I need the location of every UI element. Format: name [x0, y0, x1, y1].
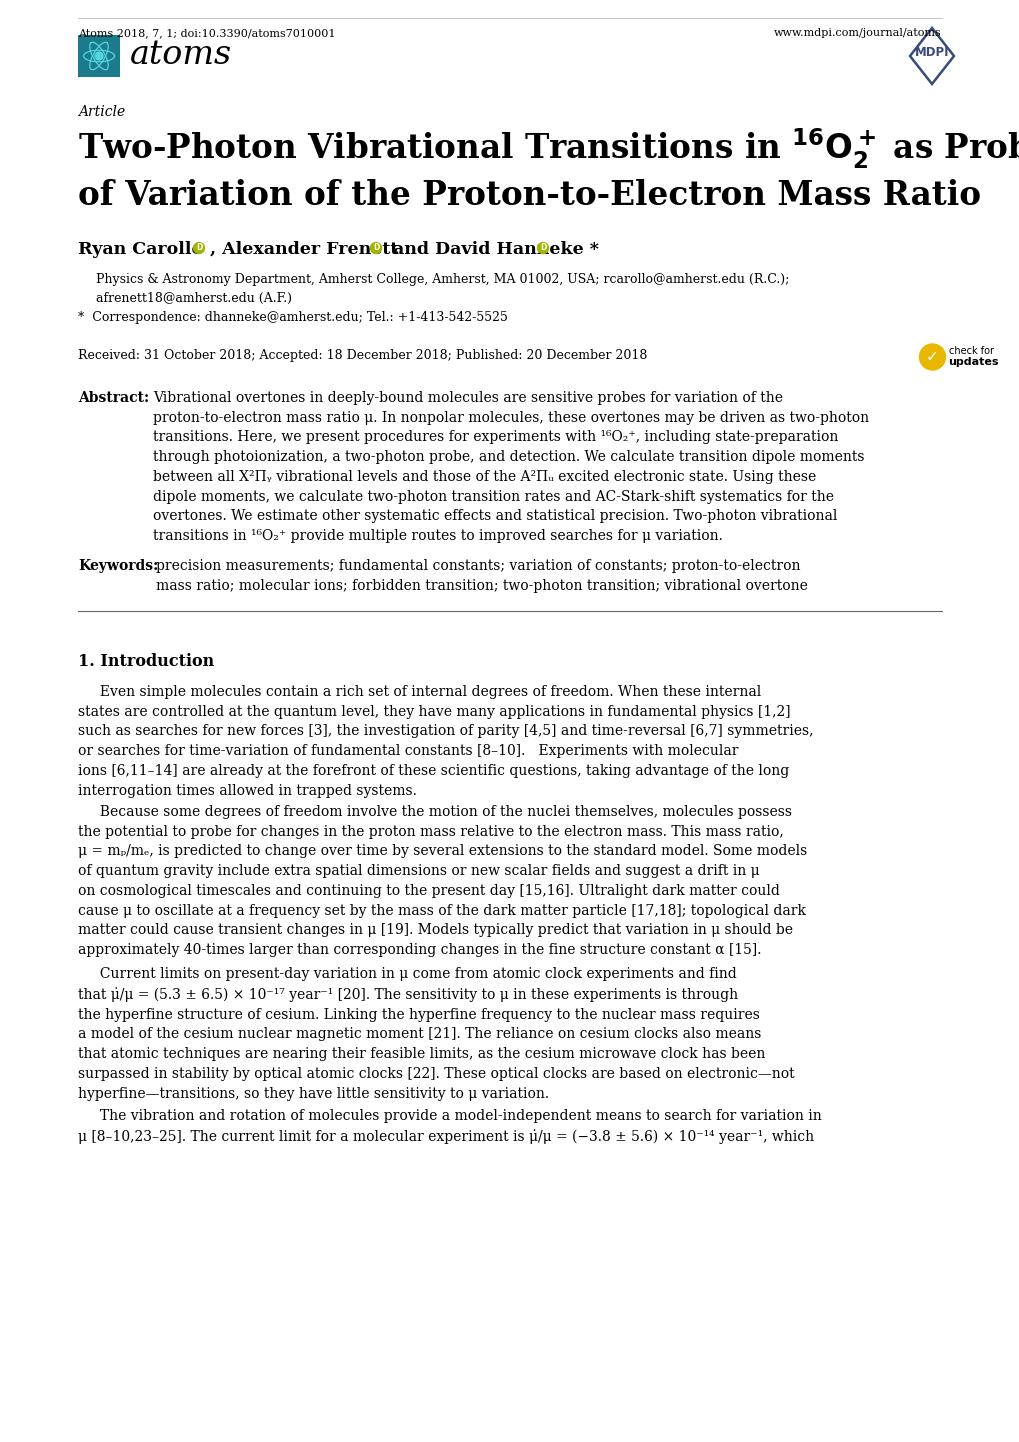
Text: *  Correspondence: dhanneke@amherst.edu; Tel.: +1-413-542-5525: * Correspondence: dhanneke@amherst.edu; …: [77, 311, 507, 324]
Text: www.mdpi.com/journal/atoms: www.mdpi.com/journal/atoms: [773, 27, 942, 37]
Text: 1. Introduction: 1. Introduction: [77, 653, 214, 671]
Text: Vibrational overtones in deeply-bound molecules are sensitive probes for variati: Vibrational overtones in deeply-bound mo…: [153, 391, 868, 544]
Text: check for: check for: [948, 346, 993, 356]
Text: precision measurements; fundamental constants; variation of constants; proton-to: precision measurements; fundamental cons…: [156, 559, 807, 593]
Text: and David Hanneke *: and David Hanneke *: [386, 241, 598, 258]
Text: afrenett18@amherst.edu (A.F.): afrenett18@amherst.edu (A.F.): [96, 291, 291, 306]
Text: updates: updates: [948, 358, 998, 368]
Text: atoms: atoms: [129, 39, 232, 71]
Text: D: D: [539, 244, 545, 252]
Text: Even simple molecules contain a rich set of internal degrees of freedom. When th: Even simple molecules contain a rich set…: [77, 685, 813, 797]
Text: Physics & Astronomy Department, Amherst College, Amherst, MA 01002, USA; rcaroll: Physics & Astronomy Department, Amherst …: [96, 273, 789, 286]
Text: Abstract:: Abstract:: [77, 391, 149, 405]
Text: Article: Article: [77, 105, 125, 120]
Circle shape: [194, 242, 204, 254]
Text: of Variation of the Proton-to-Electron Mass Ratio: of Variation of the Proton-to-Electron M…: [77, 179, 980, 212]
Circle shape: [537, 242, 548, 254]
Text: Ryan Carollo: Ryan Carollo: [77, 241, 203, 258]
Circle shape: [95, 52, 103, 61]
Text: Current limits on present-day variation in μ come from atomic clock experiments : Current limits on present-day variation …: [77, 968, 794, 1100]
Text: MDPI: MDPI: [914, 46, 949, 59]
Text: , Alexander Frenett: , Alexander Frenett: [210, 241, 398, 258]
Text: Keywords:: Keywords:: [77, 559, 158, 572]
Text: D: D: [196, 244, 202, 252]
FancyBboxPatch shape: [77, 35, 120, 76]
Text: D: D: [373, 244, 379, 252]
Text: Received: 31 October 2018; Accepted: 18 December 2018; Published: 20 December 20: Received: 31 October 2018; Accepted: 18 …: [77, 349, 647, 362]
Text: Atoms 2018, 7, 1; doi:10.3390/atoms7010001: Atoms 2018, 7, 1; doi:10.3390/atoms70100…: [77, 27, 335, 37]
Circle shape: [370, 242, 381, 254]
Text: Two-Photon Vibrational Transitions in $\mathbf{^{16}O_2^+}$ as Probes: Two-Photon Vibrational Transitions in $\…: [77, 127, 1019, 172]
Text: The vibration and rotation of molecules provide a model-independent means to sea: The vibration and rotation of molecules …: [77, 1109, 821, 1144]
Text: Because some degrees of freedom involve the motion of the nuclei themselves, mol: Because some degrees of freedom involve …: [77, 805, 806, 957]
Text: ✓: ✓: [925, 349, 937, 365]
Circle shape: [918, 345, 945, 371]
